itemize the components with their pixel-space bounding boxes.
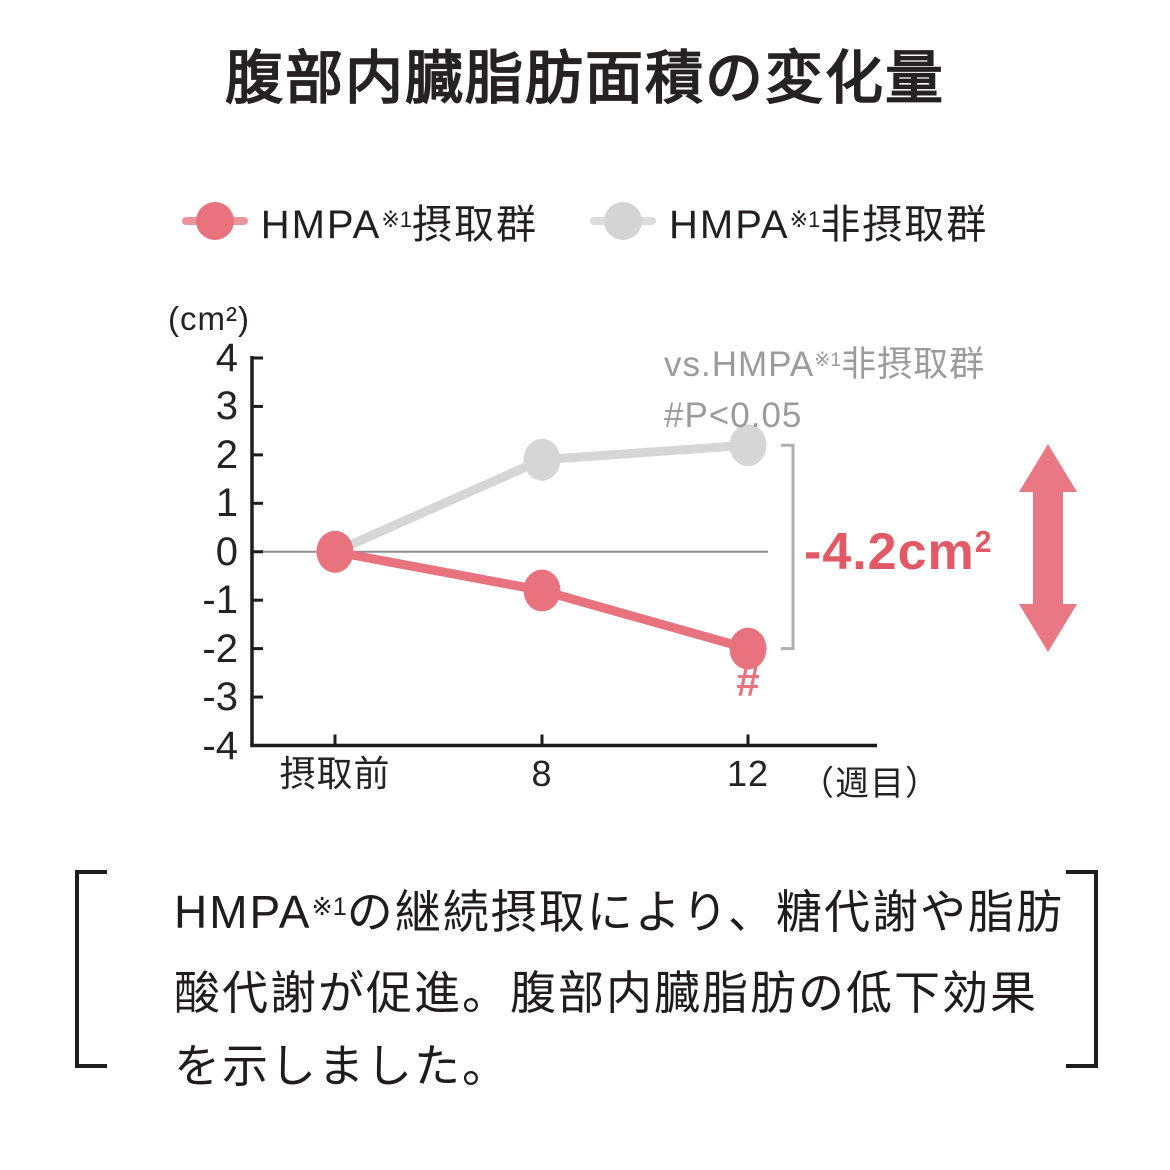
significance-annotation: vs.HMPA※1非摂取群 #P<0.05 <box>664 342 985 438</box>
y-axis-tick-label: 4 <box>215 336 238 380</box>
legend-label: HMPA※1摂取群 <box>260 203 538 247</box>
series-marker-icon <box>181 201 248 241</box>
legend-label: HMPA※1非摂取群 <box>669 203 989 247</box>
chart-legend: HMPA※1摂取群 HMPA※1非摂取群 <box>0 192 1170 250</box>
reference-mark: ※1 <box>789 207 821 232</box>
y-axis-tick-label: -2 <box>202 626 238 671</box>
series-line <box>333 440 749 556</box>
y-axis-tick-label: 0 <box>215 529 238 574</box>
legend-item-hmpa-group: HMPA※1摂取群 <box>181 192 538 250</box>
summary-note: HMPA※1の継続摂取により、糖代謝や脂肪 酸代謝が促進。腹部内臓脂肪の低下効果… <box>174 876 1094 1103</box>
significance-hash-marker: # <box>736 658 760 705</box>
note-line-2: 酸代謝が促進。腹部内臓脂肪の低下効果 <box>174 967 1038 1019</box>
data-point <box>523 438 561 481</box>
y-axis-unit-label: (cm²) <box>168 300 250 337</box>
page-title: 腹部内臓脂肪面積の変化量 <box>224 46 945 111</box>
y-axis-tick-label: 1 <box>215 481 238 526</box>
note-line-1: HMPA※1の継続摂取により、糖代謝や脂肪 <box>174 886 1065 938</box>
data-point <box>316 530 354 573</box>
difference-bracket <box>781 443 795 651</box>
vs-label: vs.HMPA※1非摂取群 <box>664 345 986 384</box>
reference-mark: ※1 <box>814 350 842 372</box>
series-line <box>334 547 750 653</box>
difference-value-label: -4.2cm2 <box>804 523 993 581</box>
x-axis-suffix-label: （週目） <box>800 765 940 803</box>
y-axis-tick-label: -4 <box>202 723 238 768</box>
data-point <box>316 530 354 573</box>
legend-item-non-hmpa-group: HMPA※1非摂取群 <box>590 192 988 250</box>
note-line-3: を示しました。 <box>174 1040 510 1092</box>
y-axis-tick-label: -3 <box>202 675 238 720</box>
series-marker-icon <box>590 201 656 241</box>
squared-exponent: 2 <box>974 526 993 560</box>
x-axis-tick-label: 摂取前 <box>279 753 391 794</box>
y-axis-tick-label: 3 <box>215 384 238 429</box>
reference-mark: ※1 <box>381 207 412 232</box>
p-value-label: #P<0.05 <box>664 396 803 435</box>
marker-dot <box>604 202 642 240</box>
x-axis-tick-label: 12 <box>726 753 770 794</box>
right-bracket-decoration <box>1066 870 1098 1068</box>
y-axis-tick-label: 2 <box>215 432 238 477</box>
data-point <box>523 569 561 612</box>
left-bracket-decoration <box>75 870 107 1068</box>
marker-dot <box>195 202 234 240</box>
x-axis-tick-label: 8 <box>531 753 553 794</box>
reference-mark: ※1 <box>311 893 347 922</box>
y-axis-tick-label: -1 <box>202 578 238 623</box>
up-down-arrow-icon <box>1019 444 1077 652</box>
